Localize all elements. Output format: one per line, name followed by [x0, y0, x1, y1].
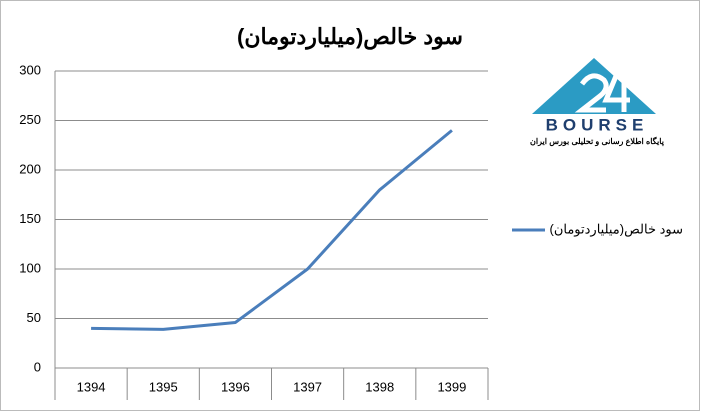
- logo-tagline: پایگاه اطلاع رسانی و تحلیلی بورس ایران: [530, 136, 665, 147]
- logo-mark: [574, 73, 630, 113]
- y-tick-label: 0: [34, 359, 41, 374]
- y-tick-label: 250: [19, 112, 41, 127]
- chart-title: سود خالص(میلیاردتومان): [237, 24, 463, 50]
- logo: BOURSE پایگاه اطلاع رسانی و تحلیلی بورس …: [530, 58, 665, 147]
- x-tick-label: 1394: [77, 379, 106, 394]
- x-tick-label: 1397: [293, 379, 322, 394]
- y-tick-label: 150: [19, 211, 41, 226]
- x-tick-label: 1399: [437, 379, 466, 394]
- y-tick-label: 200: [19, 161, 41, 176]
- logo-brand: BOURSE: [546, 115, 649, 134]
- x-tick-label: 1395: [149, 379, 178, 394]
- legend-label: سود خالص(میلیاردتومان): [550, 221, 684, 237]
- series-line: [91, 129, 453, 331]
- y-tick-label: 100: [19, 260, 41, 275]
- x-tick-label: 1398: [365, 379, 394, 394]
- y-tick-label: 300: [19, 62, 41, 77]
- y-tick-label: 50: [27, 310, 41, 325]
- x-tick-label: 1396: [221, 379, 250, 394]
